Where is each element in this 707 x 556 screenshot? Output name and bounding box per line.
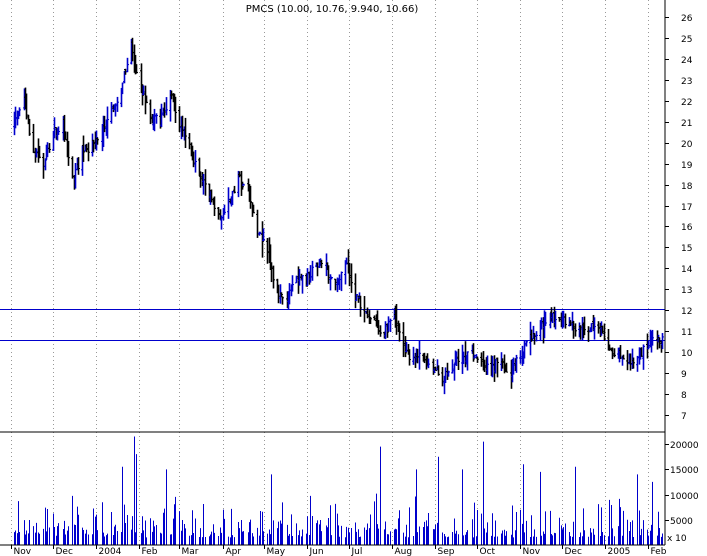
price-tick-label: 16 [681, 223, 693, 233]
time-tick-label: Sep [438, 547, 455, 556]
price-tick-label: 12 [681, 307, 692, 317]
chart-title: PMCS (10.00, 10.76, 9.940, 10.66) [246, 4, 419, 15]
price-tick-label: 21 [681, 119, 692, 129]
price-tick-label: 15 [681, 244, 692, 254]
time-tick-label: 2005 [608, 547, 631, 556]
time-tick-label: May [267, 547, 286, 556]
price-tick-label: 11 [681, 328, 692, 338]
time-tick-label: Jun [309, 547, 324, 556]
price-tick-label: 8 [681, 391, 687, 401]
time-tick-label: Feb [142, 547, 158, 556]
time-tick-label: Nov [14, 547, 32, 556]
price-gridlines [11, 0, 649, 432]
time-tick-label: Nov [523, 547, 541, 556]
volume-tick-label: 15000 [670, 466, 699, 476]
price-tick-label: 22 [681, 98, 692, 108]
time-tick-label: Mar [182, 547, 199, 556]
price-axis: 7 8 9 10 11 12 13 14 15 16 17 18 19 20 21 22 23 24 25 26 [665, 14, 693, 422]
time-tick-label: Dec [56, 547, 73, 556]
price-tick-label: 17 [681, 203, 692, 213]
price-tick-label: 13 [681, 286, 692, 296]
time-tick-label: 2004 [99, 547, 122, 556]
volume-unit-label: x 10 [667, 534, 687, 544]
price-tick-label: 9 [681, 370, 687, 380]
price-tick-label: 24 [681, 56, 693, 66]
price-tick-label: 25 [681, 35, 692, 45]
time-tick-label: Oct [480, 547, 496, 556]
volume-axis: 5000 10000 15000 20000 [665, 441, 699, 527]
price-tick-label: 14 [681, 265, 693, 275]
volume-gridlines [11, 432, 649, 545]
time-tick-label: Apr [226, 547, 242, 556]
time-axis: Nov Dec 2004 Feb Mar Apr May Jun Jul Aug Sep Oct Nov… [11, 545, 667, 556]
price-tick-label: 7 [681, 412, 687, 422]
price-tick-label: 26 [681, 14, 693, 24]
price-tick-label: 23 [681, 77, 692, 87]
volume-tick-label: 10000 [670, 492, 699, 502]
time-tick-label: Aug [395, 547, 413, 556]
time-tick-label: Jul [351, 547, 363, 556]
price-tick-label: 19 [681, 161, 693, 171]
time-tick-label: Dec [565, 547, 582, 556]
volume-tick-label: 20000 [670, 441, 699, 451]
time-tick-label: Feb [651, 547, 667, 556]
volume-tick-label: 5000 [670, 517, 693, 527]
price-tick-label: 10 [681, 349, 693, 359]
price-tick-label: 20 [681, 140, 693, 150]
price-bars [13, 37, 664, 395]
price-tick-label: 18 [681, 182, 693, 192]
volume-bars [14, 436, 663, 545]
